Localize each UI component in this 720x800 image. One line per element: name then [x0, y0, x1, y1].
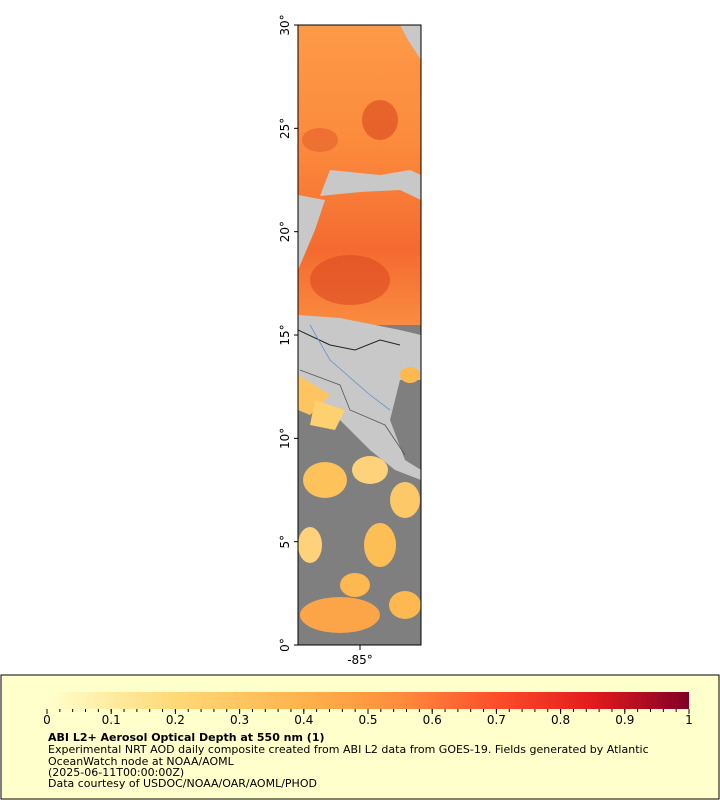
- lon-tick-label: -85°: [347, 653, 373, 667]
- colorbar: [47, 692, 689, 709]
- legend-credit: Data courtesy of USDOC/NOAA/OAR/AOML/PHO…: [48, 777, 317, 790]
- legend-description: Experimental NRT AOD daily composite cre…: [48, 743, 649, 768]
- colorbar-tick-label: 0.7: [487, 713, 506, 727]
- colorbar-tick-label: 0.2: [166, 713, 185, 727]
- lat-tick-label: 20°: [278, 221, 292, 242]
- legend-title: ABI L2+ Aerosol Optical Depth at 550 nm …: [48, 731, 325, 744]
- colorbar-tick-label: 0.1: [102, 713, 121, 727]
- colorbar-tick-label: 1: [685, 713, 693, 727]
- lat-tick-label: 25°: [278, 118, 292, 139]
- colorbar-tick-label: 0.5: [358, 713, 377, 727]
- colorbar-tick-label: 0.4: [294, 713, 313, 727]
- colorbar-tick-label: 0.8: [551, 713, 570, 727]
- legend-time: (2025-06-11T00:00:00Z): [48, 766, 185, 779]
- lat-tick-label: 0°: [278, 638, 292, 652]
- colorbar-tick-label: 0.6: [423, 713, 442, 727]
- colorbar-axis: 0 0.1 0.2 0.3 0.4 0.5 0.6 0.7 0.8 0.9 1: [43, 709, 693, 727]
- map-image: [298, 25, 421, 645]
- lat-tick-label: 5°: [278, 535, 292, 549]
- colorbar-tick-label: 0: [43, 713, 51, 727]
- lat-tick-label: 10°: [278, 428, 292, 449]
- colorbar-tick-label: 0.3: [230, 713, 249, 727]
- colorbar-tick-label: 0.9: [615, 713, 634, 727]
- lat-tick-label: 15°: [278, 324, 292, 345]
- lat-tick-label: 30°: [278, 14, 292, 35]
- map-axes: 0° 5° 10° 15° 20° 25° 30° -85°: [278, 14, 373, 667]
